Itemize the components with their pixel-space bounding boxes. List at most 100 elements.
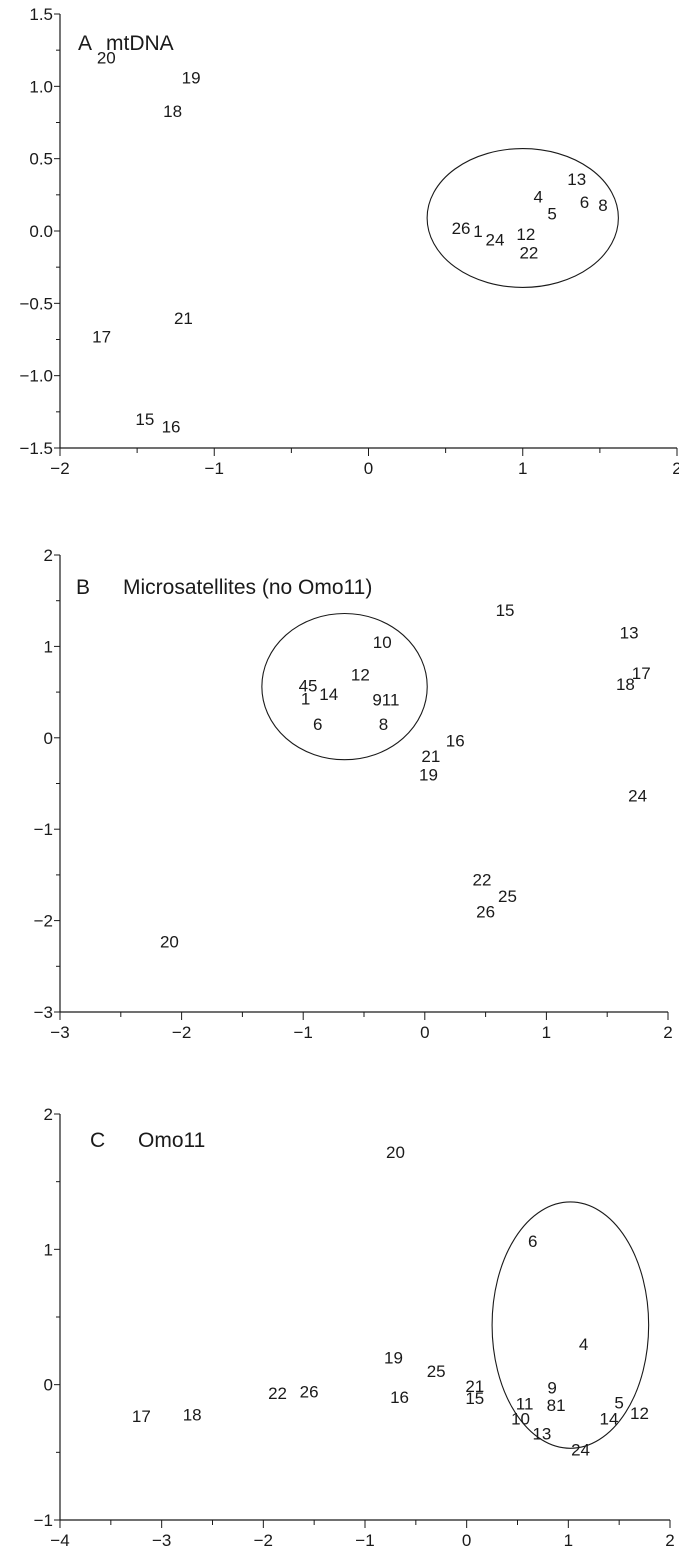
point-label: 12 [516,225,535,244]
point-label: 13 [532,1424,551,1443]
y-tick-label: −1.5 [19,439,53,458]
point-label: 6 [580,193,589,212]
point-label: 10 [511,1410,530,1429]
point-label: 12 [630,1404,649,1423]
point-label: 11 [516,1395,534,1414]
point-label: 4 [533,187,542,206]
point-label: 22 [268,1384,287,1403]
panel-a-mtdna: A mtDNA −2 −1 0 1 21.51.00.50.0−0.5−1.0−1.52… [19,5,679,478]
y-tick-label: −2 [34,912,53,931]
y-tick-label: 2 [44,1105,53,1124]
cluster-ellipse [261,612,428,761]
x-tick-label: 1 [518,459,527,478]
point-label: 18 [616,675,635,694]
x-tick-label: −2 [254,1531,273,1550]
point-label: 8 [379,715,388,734]
point-label: 20 [160,933,179,952]
x-tick-label: −2 [172,1023,191,1042]
point-label: 81 [547,1396,566,1415]
point-label: 10 [373,633,392,652]
panel-title: Microsatellites (no Omo11) [123,576,372,599]
y-tick-label: −1 [34,820,53,839]
y-tick-label: 0.5 [29,150,53,169]
point-label: 26 [476,902,495,921]
y-tick-label: 2 [44,546,53,565]
point-label: 17 [92,328,111,347]
point-label: 5 [547,205,556,224]
y-tick-label: −0.5 [19,294,53,313]
point-label: 15 [496,601,515,620]
point-label: 20 [386,1143,405,1162]
point-label: 6 [528,1232,537,1251]
x-tick-label: 0 [462,1531,471,1550]
point-label: 6 [313,715,322,734]
point-label: 4 [579,1335,588,1354]
panel-b-microsatellites: B Microsatellites (no Omo11) −3 −2 −1 0 1 221… [34,546,673,1042]
point-label: 17 [632,664,651,683]
point-label: 13 [567,170,586,189]
point-label: 17 [132,1407,151,1426]
point-label: 8 [598,196,607,215]
x-tick-label: 0 [364,459,373,478]
point-label: 911 [372,690,399,709]
x-tick-label: −4 [50,1531,69,1550]
y-tick-label: 1.0 [29,77,53,96]
point-label: 16 [162,417,181,436]
x-tick-label: −1 [355,1531,374,1550]
point-label: 15 [135,410,154,429]
point-label: 12 [351,666,370,685]
point-label: 15 [465,1389,484,1408]
point-label: 21 [174,309,193,328]
point-label: 24 [628,786,647,805]
y-tick-label: −1 [34,1511,53,1530]
panel-letter: B [76,576,90,599]
point-label: 26 [300,1382,319,1401]
point-label: 14 [600,1410,619,1429]
x-tick-label: −3 [50,1023,69,1042]
y-tick-label: 1 [44,637,53,656]
x-tick-label: −1 [205,459,224,478]
y-tick-label: 1 [44,1240,53,1259]
point-label: 25 [498,887,517,906]
y-tick-label: −1.0 [19,367,53,386]
y-tick-label: −3 [34,1003,53,1022]
panel-title: mtDNA [106,32,174,55]
point-label: 19 [384,1349,403,1368]
panel-title: Omo11 [138,1129,205,1152]
point-label: 19 [182,69,201,88]
y-tick-label: 0 [44,729,53,748]
point-label: 21 [421,747,440,766]
point-label: 1 [473,222,482,241]
point-label: 14 [319,685,338,704]
point-label: 25 [427,1362,446,1381]
y-tick-label: 0.0 [29,222,53,241]
cluster-ellipse [491,1201,650,1449]
point-label: 45 [299,677,318,696]
cluster-ellipse [426,147,619,288]
panel-letter: A [78,32,92,55]
point-label: 21 [465,1377,484,1396]
point-label: 16 [446,732,465,751]
point-label: 20 [97,48,116,67]
y-tick-label: 0 [44,1376,53,1395]
point-label: 13 [620,624,639,643]
point-label: 5 [614,1393,623,1412]
x-tick-label: 2 [665,1531,674,1550]
point-label: 19 [419,765,438,784]
x-tick-label: 0 [420,1023,429,1042]
point-label: 16 [390,1388,409,1407]
y-tick-label: 1.5 [29,5,53,24]
x-tick-label: 1 [564,1531,573,1550]
point-label: 22 [519,244,538,263]
x-tick-label: 2 [663,1023,672,1042]
point-label: 24 [486,231,505,250]
x-tick-label: −3 [152,1531,171,1550]
point-label: 1 [301,689,310,708]
x-tick-label: −2 [50,459,69,478]
point-label: 18 [183,1405,202,1424]
x-tick-label: 2 [672,459,679,478]
point-label: 18 [163,102,182,121]
x-tick-label: 1 [542,1023,551,1042]
